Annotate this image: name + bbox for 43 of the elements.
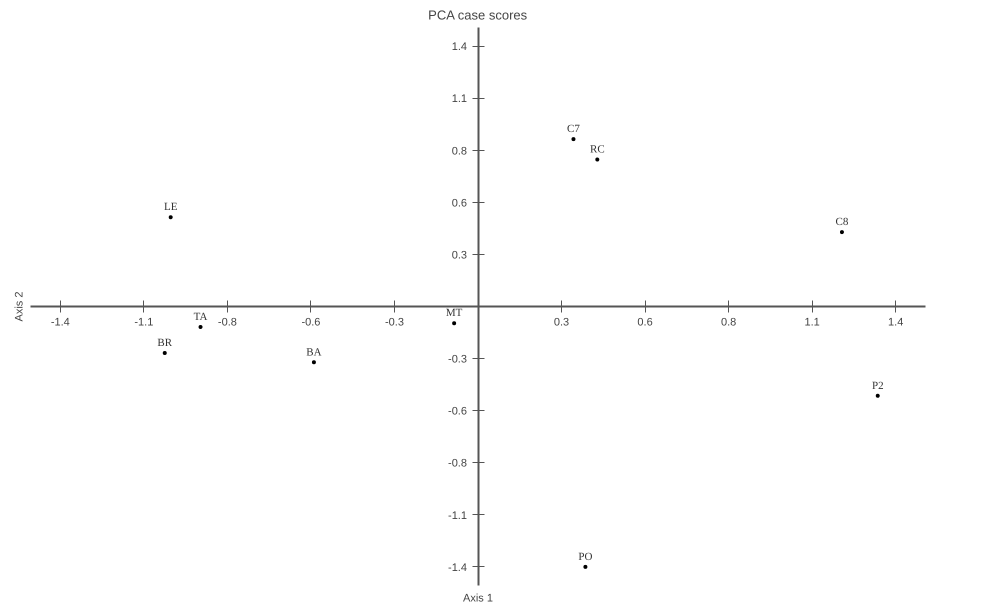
annotation: RC <box>590 144 605 156</box>
point <box>198 324 203 329</box>
y-tick-label: -1.4 <box>448 562 468 574</box>
annotation: C7 <box>567 123 580 136</box>
y-tick-label: -0.3 <box>448 354 468 366</box>
annotation: C8 <box>836 216 849 228</box>
point <box>312 360 316 364</box>
x-tick-label: 0.3 <box>554 316 570 328</box>
chart-title: PCA case scores <box>428 8 528 22</box>
y-axis-title: Axis 2 <box>14 292 26 322</box>
point <box>583 564 588 569</box>
annotation: LE <box>164 201 178 214</box>
x-tick-label: -1.4 <box>50 316 70 328</box>
y-tick-label: 1.1 <box>452 93 468 106</box>
x-tick-label: -1.1 <box>134 316 154 328</box>
point <box>876 394 880 398</box>
point <box>571 137 576 142</box>
x-tick-label: -0.6 <box>301 316 320 328</box>
y-tick-label: -0.6 <box>448 406 468 418</box>
x-tick-label: 0.8 <box>720 316 736 328</box>
y-tick-label: 1.4 <box>452 41 468 54</box>
annotation: BA <box>306 346 322 358</box>
y-tick-label: -1.1 <box>448 510 468 522</box>
x-tick-label: -0.3 <box>384 316 404 328</box>
x-tick-label: 1.1 <box>804 316 820 328</box>
annotation: PO <box>578 550 592 563</box>
x-tick-label: 0.6 <box>637 316 653 328</box>
y-tick-label: 0.3 <box>452 249 468 262</box>
y-tick-label: 0.6 <box>452 197 468 210</box>
point <box>840 230 844 234</box>
point <box>162 351 167 355</box>
x-tick-label: 1.4 <box>888 316 904 328</box>
point <box>595 158 600 162</box>
x-axis-title: Axis 1 <box>463 592 493 604</box>
y-tick-label: 0.8 <box>452 145 468 158</box>
annotation: BR <box>157 337 173 349</box>
annotation: P2 <box>872 380 884 392</box>
point <box>168 215 173 220</box>
y-tick-label: -0.8 <box>448 458 468 470</box>
x-tick-label: -0.8 <box>218 316 237 328</box>
annotation: TA <box>194 310 208 323</box>
point <box>452 321 456 326</box>
annotation: MT <box>446 307 463 320</box>
